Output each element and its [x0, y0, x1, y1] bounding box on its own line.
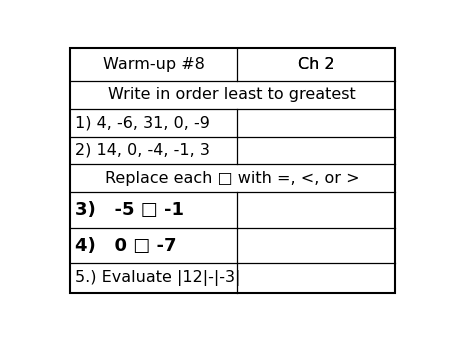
Text: Ch 2: Ch 2 [297, 57, 334, 72]
Text: 5.) Evaluate |12|-|-3|: 5.) Evaluate |12|-|-3| [75, 270, 240, 286]
Text: Warm-up #8: Warm-up #8 [103, 57, 205, 72]
Text: 1) 4, -6, 31, 0, -9: 1) 4, -6, 31, 0, -9 [75, 115, 210, 130]
Text: 3)   -5 □ -1: 3) -5 □ -1 [75, 201, 184, 219]
Text: Ch 2: Ch 2 [297, 57, 334, 72]
Text: Replace each □ with =, <, or >: Replace each □ with =, <, or > [105, 171, 360, 186]
Text: Write in order least to greatest: Write in order least to greatest [108, 87, 356, 102]
Text: 2) 14, 0, -4, -1, 3: 2) 14, 0, -4, -1, 3 [75, 143, 210, 158]
Text: 4)   0 □ -7: 4) 0 □ -7 [75, 237, 176, 255]
